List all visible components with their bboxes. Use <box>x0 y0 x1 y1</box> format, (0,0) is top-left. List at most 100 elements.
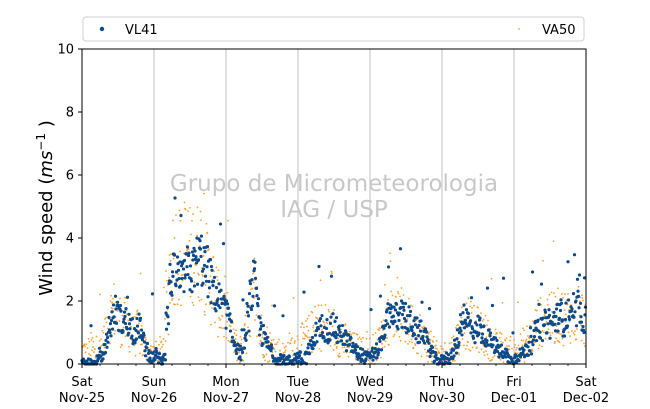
vl41-point <box>478 316 482 320</box>
va50-point <box>170 253 172 256</box>
vl41-point <box>210 268 214 272</box>
va50-point <box>553 292 555 294</box>
vl41-point <box>239 358 243 362</box>
vl41-point <box>302 290 306 294</box>
va50-point <box>258 342 261 345</box>
va50-point <box>320 350 322 352</box>
vl41-point <box>459 329 463 333</box>
va50-point <box>389 260 392 263</box>
vl41-point <box>173 196 177 200</box>
va50-point <box>274 350 277 353</box>
vl41-point <box>526 345 530 349</box>
vl41-point <box>475 323 479 327</box>
vl41-point <box>123 321 128 326</box>
vl41-point <box>317 264 321 269</box>
vl41-point <box>309 343 314 348</box>
x-tick-label-day: Sun <box>142 375 167 390</box>
vl41-point <box>282 353 286 358</box>
va50-point <box>210 323 212 326</box>
va50-point <box>227 339 230 342</box>
vl41-point <box>331 312 335 316</box>
va50-point <box>550 291 553 294</box>
va50-point <box>203 310 206 313</box>
va50-point <box>184 208 187 211</box>
vl41-point <box>115 300 120 304</box>
va50-point <box>485 350 487 352</box>
vl41-point <box>349 336 353 340</box>
va50-point <box>309 336 311 339</box>
va50-point <box>256 335 258 338</box>
va50-point <box>271 351 274 354</box>
vl41-point <box>221 241 226 246</box>
va50-point <box>572 332 575 334</box>
vl41-point <box>414 337 418 341</box>
va50-point <box>199 210 202 213</box>
va50-point <box>461 338 464 340</box>
va50-point <box>208 248 210 251</box>
va50-point <box>160 340 163 343</box>
va50-point <box>480 348 483 351</box>
vl41-point <box>89 324 93 328</box>
va50-point <box>320 304 323 307</box>
vl41-point <box>112 315 116 319</box>
va50-point <box>317 304 320 307</box>
vl41-point <box>353 348 358 352</box>
x-tick-label-day: Sat <box>575 375 596 390</box>
vl41-point <box>279 353 283 357</box>
vl41-point <box>376 350 381 355</box>
vl41-point <box>482 324 486 328</box>
vl41-point <box>223 302 227 306</box>
vl41-point <box>154 346 158 351</box>
va50-point <box>280 359 283 362</box>
vl41-point <box>554 307 559 311</box>
va50-point <box>275 343 278 346</box>
va50-point <box>252 272 254 275</box>
va50-point <box>89 354 92 357</box>
vl41-point <box>81 357 86 361</box>
va50-point <box>98 339 101 342</box>
vl41-point <box>455 337 459 341</box>
vl41-point <box>410 325 415 329</box>
vl41-point <box>266 340 270 344</box>
va50-point <box>303 326 305 329</box>
va50-point <box>369 337 371 340</box>
vl41-point <box>192 284 197 288</box>
vl41-point <box>460 333 464 337</box>
vl41-point <box>245 310 250 314</box>
va50-point <box>124 335 127 338</box>
va50-point <box>197 296 200 299</box>
vl41-point <box>127 322 132 326</box>
vl41-point <box>505 348 509 352</box>
va50-point <box>163 286 165 289</box>
va50-point <box>267 360 269 363</box>
va50-point <box>486 324 488 327</box>
va50-point <box>116 310 119 312</box>
va50-point <box>579 296 582 299</box>
va50-point <box>252 281 255 284</box>
va50-point <box>181 279 184 282</box>
vl41-point <box>107 315 111 320</box>
vl41-point <box>424 330 429 334</box>
va50-point <box>560 333 562 335</box>
va50-point <box>517 301 519 304</box>
va50-point <box>468 348 470 351</box>
vl41-point <box>193 257 198 261</box>
vl41-point <box>182 290 186 294</box>
vl41-point <box>518 347 522 351</box>
vl41-point <box>532 328 536 333</box>
vl41-point <box>399 305 403 310</box>
x-tick-label-date: Nov-30 <box>419 391 465 406</box>
va50-point <box>526 325 528 328</box>
va50-point <box>99 293 101 296</box>
vl41-point <box>507 361 512 365</box>
va50-point <box>291 337 293 340</box>
vl41-point <box>536 318 540 322</box>
vl41-point <box>403 301 408 306</box>
vl41-point <box>455 328 460 332</box>
va50-point <box>508 348 511 351</box>
vl41-point <box>538 336 543 340</box>
va50-point <box>412 346 415 349</box>
x-axis-ticks: SatNov-25SunNov-26MonNov-27TueNov-28WedN… <box>59 364 609 406</box>
va50-point <box>198 299 201 302</box>
va50-point <box>182 273 184 276</box>
